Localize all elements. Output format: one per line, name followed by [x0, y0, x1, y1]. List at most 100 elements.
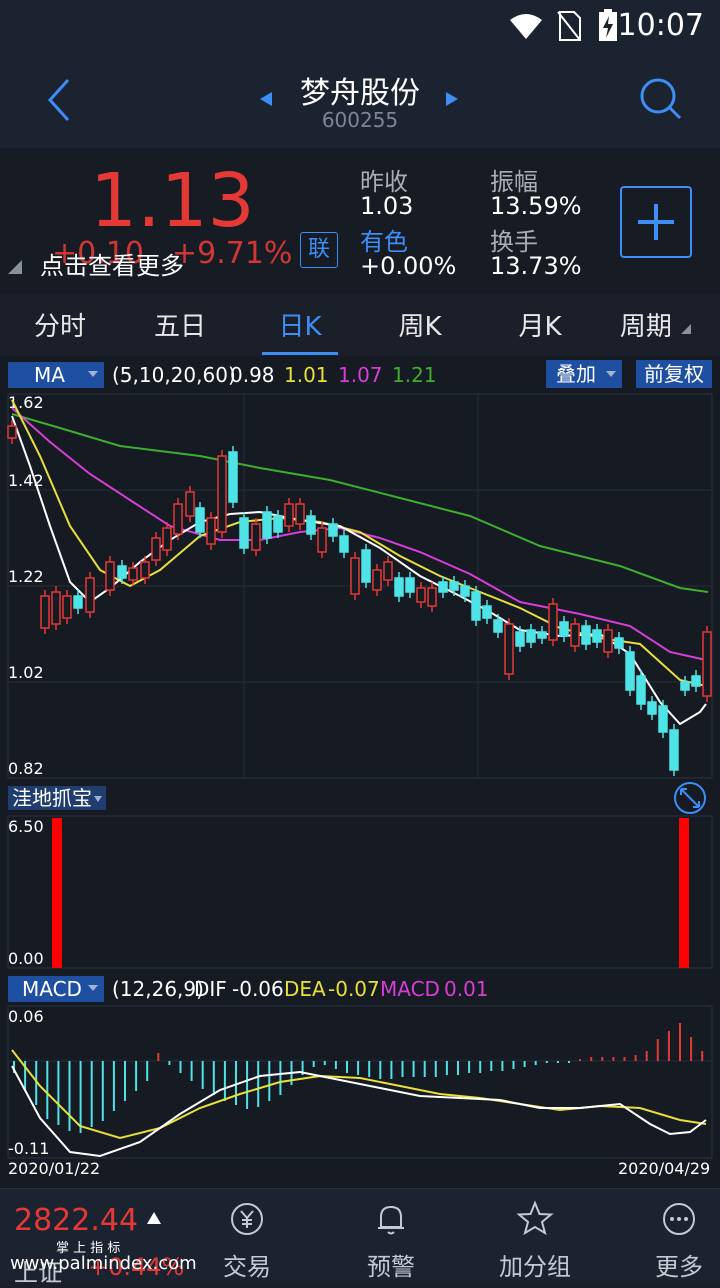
candle-body — [570, 623, 580, 647]
candle-body — [162, 527, 172, 551]
candle-body — [614, 637, 624, 649]
indicator-selector[interactable] — [8, 786, 106, 810]
tab-weekly-k[interactable]: 周K — [398, 312, 442, 342]
tab-five-day[interactable]: 五日 — [153, 312, 206, 342]
watermark-title: 掌 上 指 标 — [56, 1241, 121, 1256]
adjust-button[interactable] — [636, 360, 712, 388]
quote-panel[interactable]: 1.13 +0.10 +9.71% 点击查看更多 联 昨收 1.03 有色 +0… — [0, 148, 720, 294]
candle-body — [317, 527, 327, 553]
chart-area[interactable]: MA (5,10,20,60) 0.98 1.01 1.07 1.21 叠加 前… — [0, 356, 720, 1188]
sector-label[interactable]: 有色 — [360, 228, 408, 256]
amplitude-value: 13.59% — [490, 192, 582, 220]
price-tick-4: 1.02 — [8, 663, 44, 682]
watermark-url: www.palmindex.com — [10, 1253, 197, 1274]
dea-value: -0.07 — [328, 977, 380, 1001]
back-icon[interactable] — [42, 76, 78, 124]
candle-body — [62, 595, 72, 619]
nav-trade[interactable]: 交易 — [192, 1189, 302, 1281]
macd-top-tick: 0.06 — [8, 1007, 44, 1026]
candle-body — [173, 503, 183, 535]
nav-more[interactable]: 更多 — [624, 1189, 720, 1281]
prev-close-value: 1.03 — [360, 192, 414, 220]
stock-code: 600255 — [321, 108, 399, 132]
more-hint[interactable]: 点击查看更多 — [40, 252, 184, 280]
indicator-name: 洼地抓宝 — [12, 786, 92, 810]
candle-body — [273, 515, 283, 533]
dif-label: DIF — [194, 977, 227, 1001]
candle-body — [438, 581, 448, 593]
price-change-pct: +9.71% — [172, 236, 293, 271]
tab-period-label: 周期 — [619, 312, 672, 342]
indicator-panel: 洼地抓宝 6.50 0.00 — [7, 782, 713, 969]
candle-body — [151, 537, 161, 561]
candle-body — [117, 565, 127, 579]
candle-body — [526, 629, 536, 643]
kline-panel: 1.62 1.42 1.22 1.02 0.82 — [7, 393, 713, 779]
prev-close-label: 昨收 — [360, 168, 408, 196]
candle-body — [691, 675, 701, 687]
nav-more-label: 更多 — [655, 1253, 703, 1281]
candle-body — [73, 595, 83, 609]
link-button[interactable]: 联 — [300, 232, 338, 268]
candle-body — [647, 701, 657, 715]
date-start: 2020/01/22 — [8, 1159, 100, 1178]
ma5-value: 0.98 — [230, 363, 275, 387]
candle-body — [405, 577, 415, 593]
dea-label: DEA — [284, 977, 326, 1001]
nav-trade-label: 交易 — [223, 1253, 271, 1281]
macd-selector-label: MACD — [22, 977, 82, 1001]
candle-body — [680, 681, 690, 691]
expand-corner-icon — [8, 260, 22, 274]
candle-body — [206, 517, 216, 545]
macd-label: MACD — [380, 977, 440, 1001]
signal-bar-2 — [679, 818, 689, 968]
last-price: 1.13 — [90, 158, 255, 244]
tab-daily-k[interactable]: 日K — [278, 312, 322, 342]
plus-icon — [638, 204, 674, 240]
candle-body — [427, 587, 437, 607]
candle-body — [105, 561, 115, 591]
expand-icon[interactable] — [674, 782, 706, 814]
ma-selector[interactable] — [8, 362, 104, 388]
ma10-value: 1.01 — [284, 363, 329, 387]
tab-monthly-k[interactable]: 月K — [518, 312, 562, 342]
next-stock-icon[interactable] — [444, 90, 460, 108]
candle-body — [251, 523, 261, 551]
index-pct: +0.44% — [88, 1253, 185, 1281]
candlesticks — [7, 420, 712, 776]
tab-period[interactable]: 周期 — [596, 306, 716, 343]
macd-selector[interactable] — [8, 976, 104, 1002]
macd-params: (12,26,9) — [112, 977, 204, 1001]
candle-body — [592, 629, 602, 643]
nav-alert[interactable]: 预警 — [336, 1189, 446, 1281]
nav-watchgroup-label: 加分组 — [499, 1253, 571, 1281]
wifi-icon — [510, 14, 542, 39]
candle-body — [581, 625, 591, 645]
ma-params: (5,10,20,60) — [112, 363, 236, 387]
ma-selector-label: MA — [34, 363, 65, 387]
candle-body — [636, 675, 646, 705]
candle-body — [140, 561, 150, 579]
candle-body — [383, 561, 393, 581]
search-icon[interactable] — [636, 74, 684, 122]
nav-watchgroup[interactable]: 加分组 — [480, 1189, 590, 1281]
index-ticker[interactable]: 2822.44 掌 上 指 标 上证 +0.44% www.palmindex.… — [0, 1189, 200, 1287]
candle-body — [504, 623, 514, 675]
candle-body — [40, 595, 50, 629]
candle-body — [658, 705, 668, 733]
add-watchlist-button[interactable] — [620, 186, 692, 258]
candle-body — [195, 507, 205, 533]
candle-body — [328, 523, 338, 537]
ma-dropdown-icon — [88, 371, 98, 377]
candle-body — [493, 619, 503, 633]
candle-body — [515, 631, 525, 647]
candle-body — [625, 651, 635, 691]
amplitude-label: 振幅 — [490, 168, 538, 196]
indicator-bottom-tick: 0.00 — [8, 949, 44, 968]
candle-body — [239, 517, 249, 549]
prev-stock-icon[interactable] — [258, 90, 274, 108]
tab-minute[interactable]: 分时 — [33, 312, 86, 342]
price-tick-2: 1.42 — [8, 471, 44, 490]
candle-body — [284, 503, 294, 527]
candle-body — [217, 455, 227, 533]
